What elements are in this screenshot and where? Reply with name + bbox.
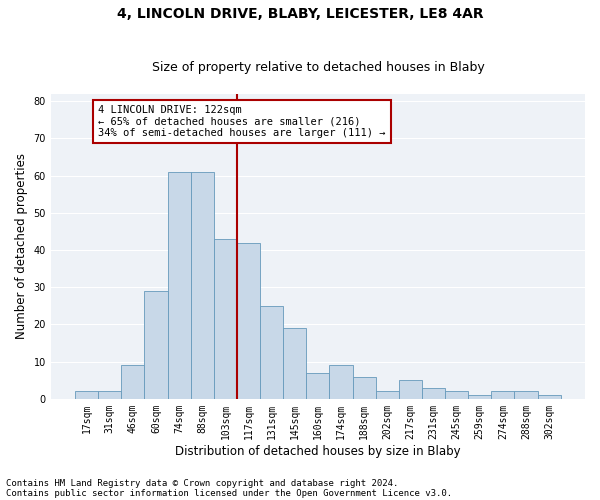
Bar	[145, 291, 167, 399]
Y-axis label: Number of detached properties: Number of detached properties	[15, 154, 28, 340]
X-axis label: Distribution of detached houses by size in Blaby: Distribution of detached houses by size …	[175, 444, 461, 458]
Bar	[514, 392, 538, 399]
Bar	[191, 172, 214, 399]
Bar	[98, 392, 121, 399]
Bar	[75, 392, 98, 399]
Bar	[353, 376, 376, 399]
Title: Size of property relative to detached houses in Blaby: Size of property relative to detached ho…	[152, 62, 484, 74]
Bar	[167, 172, 191, 399]
Text: Contains HM Land Registry data © Crown copyright and database right 2024.: Contains HM Land Registry data © Crown c…	[6, 478, 398, 488]
Bar	[491, 392, 514, 399]
Text: 4, LINCOLN DRIVE, BLABY, LEICESTER, LE8 4AR: 4, LINCOLN DRIVE, BLABY, LEICESTER, LE8 …	[116, 8, 484, 22]
Bar	[307, 373, 329, 399]
Bar	[329, 366, 353, 399]
Bar	[121, 366, 145, 399]
Bar	[283, 328, 307, 399]
Bar	[468, 395, 491, 399]
Bar	[214, 239, 237, 399]
Bar	[237, 242, 260, 399]
Bar	[445, 392, 468, 399]
Bar	[260, 306, 283, 399]
Text: Contains public sector information licensed under the Open Government Licence v3: Contains public sector information licen…	[6, 488, 452, 498]
Text: 4 LINCOLN DRIVE: 122sqm
← 65% of detached houses are smaller (216)
34% of semi-d: 4 LINCOLN DRIVE: 122sqm ← 65% of detache…	[98, 105, 386, 138]
Bar	[376, 392, 399, 399]
Bar	[422, 388, 445, 399]
Bar	[538, 395, 561, 399]
Bar	[399, 380, 422, 399]
